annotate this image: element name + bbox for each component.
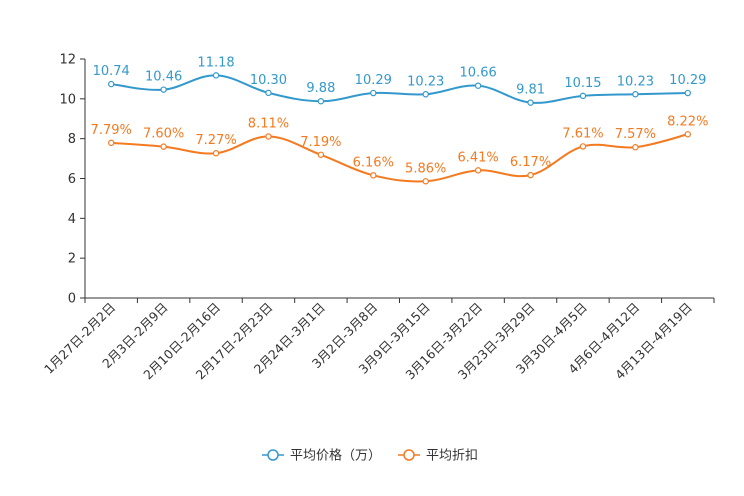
y-tick-label: 6	[68, 172, 76, 187]
data-label: 5.86%	[405, 161, 446, 176]
data-label: 10.29	[669, 73, 706, 88]
data-label: 6.17%	[510, 155, 551, 170]
legend-item-1: 平均折扣	[398, 449, 478, 464]
data-label: 6.41%	[457, 150, 498, 165]
data-point	[265, 133, 272, 140]
series-layer: 10.74 10.46 11.18 10.30 9.88 10.29 10.23 10.66 9…	[91, 55, 708, 185]
series-line	[111, 133, 689, 183]
data-point	[370, 89, 377, 97]
data-point	[579, 92, 587, 100]
data-label: 10.29	[355, 73, 392, 88]
legend-marker-icon	[267, 449, 279, 461]
data-label: 8.22%	[667, 114, 708, 129]
series-line	[111, 74, 688, 104]
data-point	[317, 98, 325, 105]
legend-item-0: 平均价格（万）	[262, 448, 381, 464]
y-tick-label: 8	[68, 132, 76, 147]
y-tick-label: 4	[68, 212, 76, 227]
data-point	[160, 86, 167, 93]
data-point	[474, 167, 482, 174]
data-label: 10.66	[460, 66, 497, 81]
data-label: 10.46	[145, 70, 182, 85]
y-tick-label: 12	[59, 53, 76, 68]
data-label: 7.79%	[91, 123, 132, 138]
data-label: 7.19%	[300, 135, 341, 150]
data-point	[579, 143, 587, 150]
data-point	[160, 143, 167, 150]
data-point	[212, 150, 220, 157]
data-point	[265, 89, 272, 97]
data-label: 7.60%	[143, 127, 184, 142]
axes: 0246810121月27日-2月2日2月3日-2月9日2月10日-2月16日2…	[41, 53, 715, 382]
data-point	[370, 172, 377, 179]
legend-label: 平均价格（万）	[290, 448, 381, 464]
legend: 平均价格（万） 平均折扣	[262, 448, 478, 464]
data-label: 6.16%	[353, 155, 394, 170]
data-label: 7.57%	[615, 127, 656, 142]
data-label: 11.18	[197, 55, 234, 70]
data-point	[527, 171, 534, 179]
data-point	[212, 72, 220, 79]
data-point	[632, 144, 639, 151]
data-point	[108, 80, 115, 88]
data-label: 8.11%	[248, 116, 289, 131]
data-point	[684, 89, 691, 97]
series-0: 10.74 10.46 11.18 10.30 9.88 10.29 10.23 10.66 9…	[93, 55, 706, 106]
data-label: 10.30	[250, 73, 287, 88]
data-point	[317, 151, 325, 158]
series-1: 7.79% 7.60% 7.27% 8.11% 7.19% 6.16% 5.86% 6.41%…	[91, 114, 708, 185]
y-tick-label: 0	[68, 292, 76, 307]
data-label: 10.23	[407, 74, 444, 89]
data-label: 9.88	[306, 81, 335, 96]
y-tick-label: 10	[59, 92, 76, 107]
data-label: 7.27%	[195, 133, 236, 148]
data-point	[527, 99, 534, 106]
data-label: 10.15	[564, 76, 601, 91]
data-point	[684, 131, 691, 138]
data-point	[422, 91, 429, 98]
data-point	[474, 82, 482, 89]
legend-label: 平均折扣	[426, 449, 478, 464]
data-point	[422, 178, 429, 185]
data-label: 9.81	[516, 83, 545, 98]
data-point	[108, 139, 115, 147]
legend-marker-icon	[403, 449, 415, 461]
y-tick-label: 2	[68, 252, 76, 267]
data-label: 10.74	[93, 64, 130, 79]
data-label: 7.61%	[562, 126, 603, 141]
data-point	[632, 91, 639, 98]
data-label: 10.23	[617, 74, 654, 89]
